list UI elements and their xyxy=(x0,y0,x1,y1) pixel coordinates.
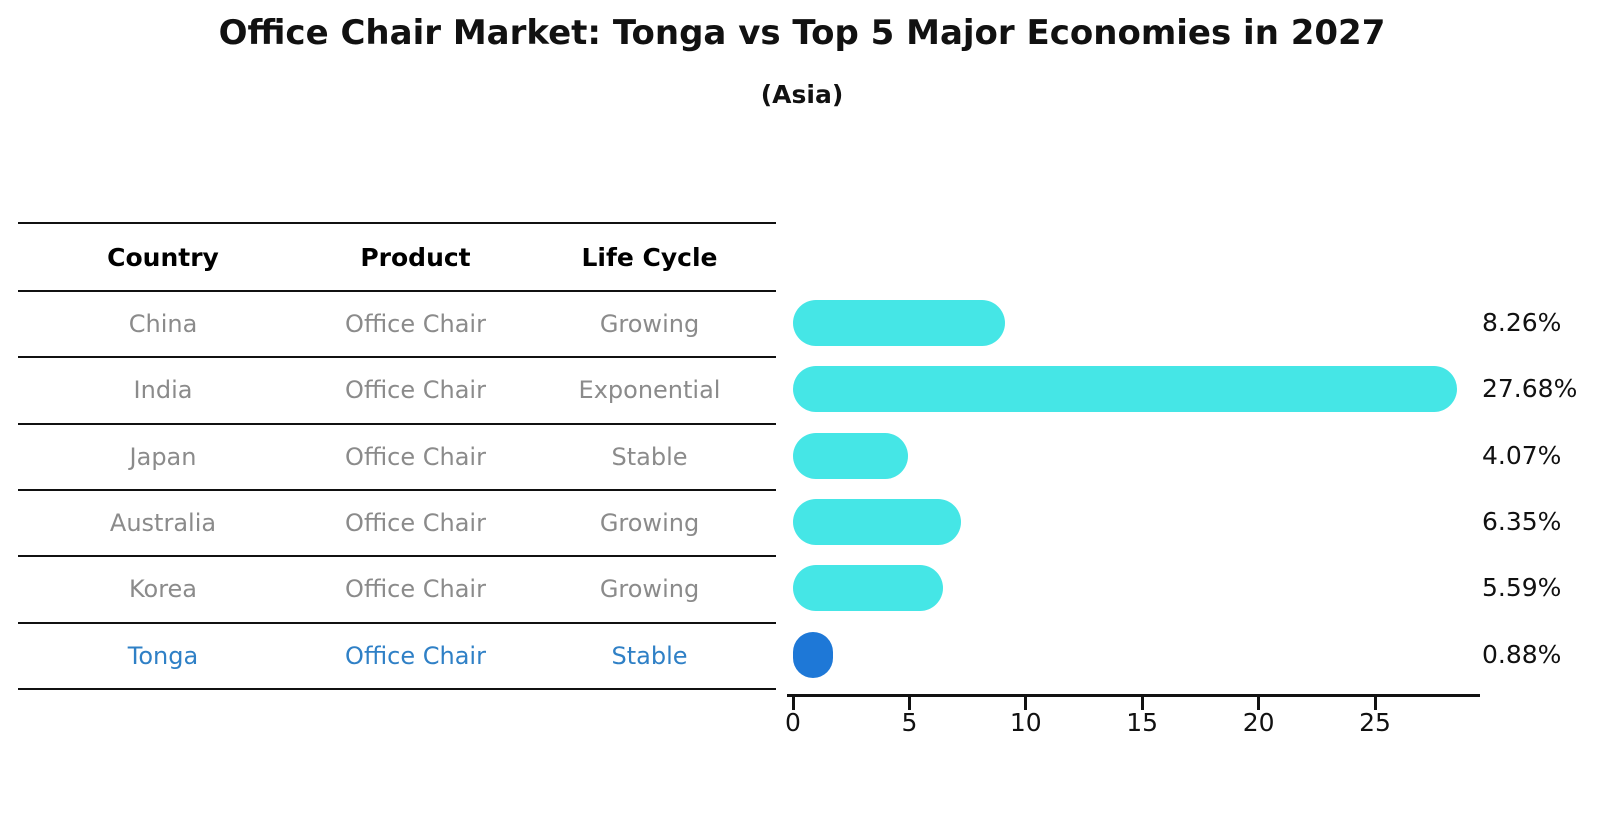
table-row: Tonga Office Chair Stable xyxy=(18,621,776,688)
table-cell-country: Tonga xyxy=(127,641,199,670)
bar-value-label: 5.59% xyxy=(1482,573,1562,603)
table-cell-life-cycle: Stable xyxy=(611,641,688,670)
bar-value-label: 8.26% xyxy=(1482,308,1562,337)
table-cell-life-cycle: Stable xyxy=(611,442,688,471)
bar-china xyxy=(793,300,1006,346)
bar-australia xyxy=(793,498,961,545)
table-cell-country: India xyxy=(133,376,193,405)
table-cell-product: Office Chair xyxy=(345,641,486,670)
table-header-product: Product xyxy=(360,242,471,272)
table-cell-country: China xyxy=(128,310,198,339)
x-axis-tick-label: 5 xyxy=(901,708,918,737)
bar-tonga xyxy=(793,631,834,678)
x-axis-tick xyxy=(1024,697,1028,710)
table-cell-life-cycle: Exponential xyxy=(578,376,721,405)
table-cell-product: Office Chair xyxy=(345,575,486,604)
table-cell-product: Office Chair xyxy=(345,310,486,339)
table-cell-product: Office Chair xyxy=(345,442,486,471)
x-axis-tick-label: 0 xyxy=(785,708,801,737)
x-axis-tick xyxy=(1373,697,1377,710)
bar-value-label: 6.35% xyxy=(1482,506,1562,536)
bar-value-label: 0.88% xyxy=(1482,639,1562,669)
table-cell-country: Japan xyxy=(129,442,197,471)
table-cell-life-cycle: Growing xyxy=(599,575,700,604)
bar-value-label: 4.07% xyxy=(1482,440,1562,470)
x-axis-tick-label: 10 xyxy=(1009,708,1042,737)
table-header-country: Country xyxy=(107,242,219,272)
table-cell-country: Korea xyxy=(128,575,198,604)
table-header-lifecycle: Life Cycle xyxy=(581,242,718,272)
chart-title: Office Chair Market: Tonga vs Top 5 Majo… xyxy=(218,13,1386,53)
table-row: Australia Office Chair Growing xyxy=(18,488,776,555)
x-axis-tick xyxy=(1257,697,1261,710)
table-cell-life-cycle: Growing xyxy=(599,509,700,538)
x-axis-tick-label: 15 xyxy=(1126,708,1159,737)
country-table: Country Product Life Cycle China Office C… xyxy=(18,222,776,690)
table-cell-product: Office Chair xyxy=(345,509,486,538)
x-axis-tick xyxy=(791,697,795,710)
x-axis-tick xyxy=(1140,697,1144,710)
bar-japan xyxy=(793,432,908,479)
bar-india xyxy=(793,366,1458,413)
x-axis-line xyxy=(787,694,1480,697)
chart-subtitle: (Asia) xyxy=(760,80,844,109)
x-axis-tick-label: 25 xyxy=(1359,708,1391,737)
table-row: India Office Chair Exponential xyxy=(18,356,776,422)
table-cell-life-cycle: Growing xyxy=(599,310,700,339)
table-row: China Office Chair Growing xyxy=(18,290,776,356)
x-axis-tick-label: 20 xyxy=(1242,708,1275,737)
table-cell-product: Office Chair xyxy=(345,376,486,405)
table-row: Japan Office Chair Stable xyxy=(18,422,776,489)
bar-value-label: 27.68% xyxy=(1482,374,1578,404)
table-row: Korea Office Chair Growing xyxy=(18,555,776,621)
table-header-row: Country Product Life Cycle xyxy=(18,222,776,290)
bar-korea xyxy=(793,565,944,612)
table-cell-country: Australia xyxy=(109,509,217,538)
x-axis-tick xyxy=(907,697,911,710)
